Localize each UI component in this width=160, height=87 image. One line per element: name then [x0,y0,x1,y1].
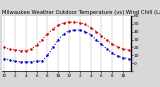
Text: Milwaukee Weather Outdoor Temperature (vs) Wind Chill (Last 24 Hours): Milwaukee Weather Outdoor Temperature (v… [2,10,160,15]
